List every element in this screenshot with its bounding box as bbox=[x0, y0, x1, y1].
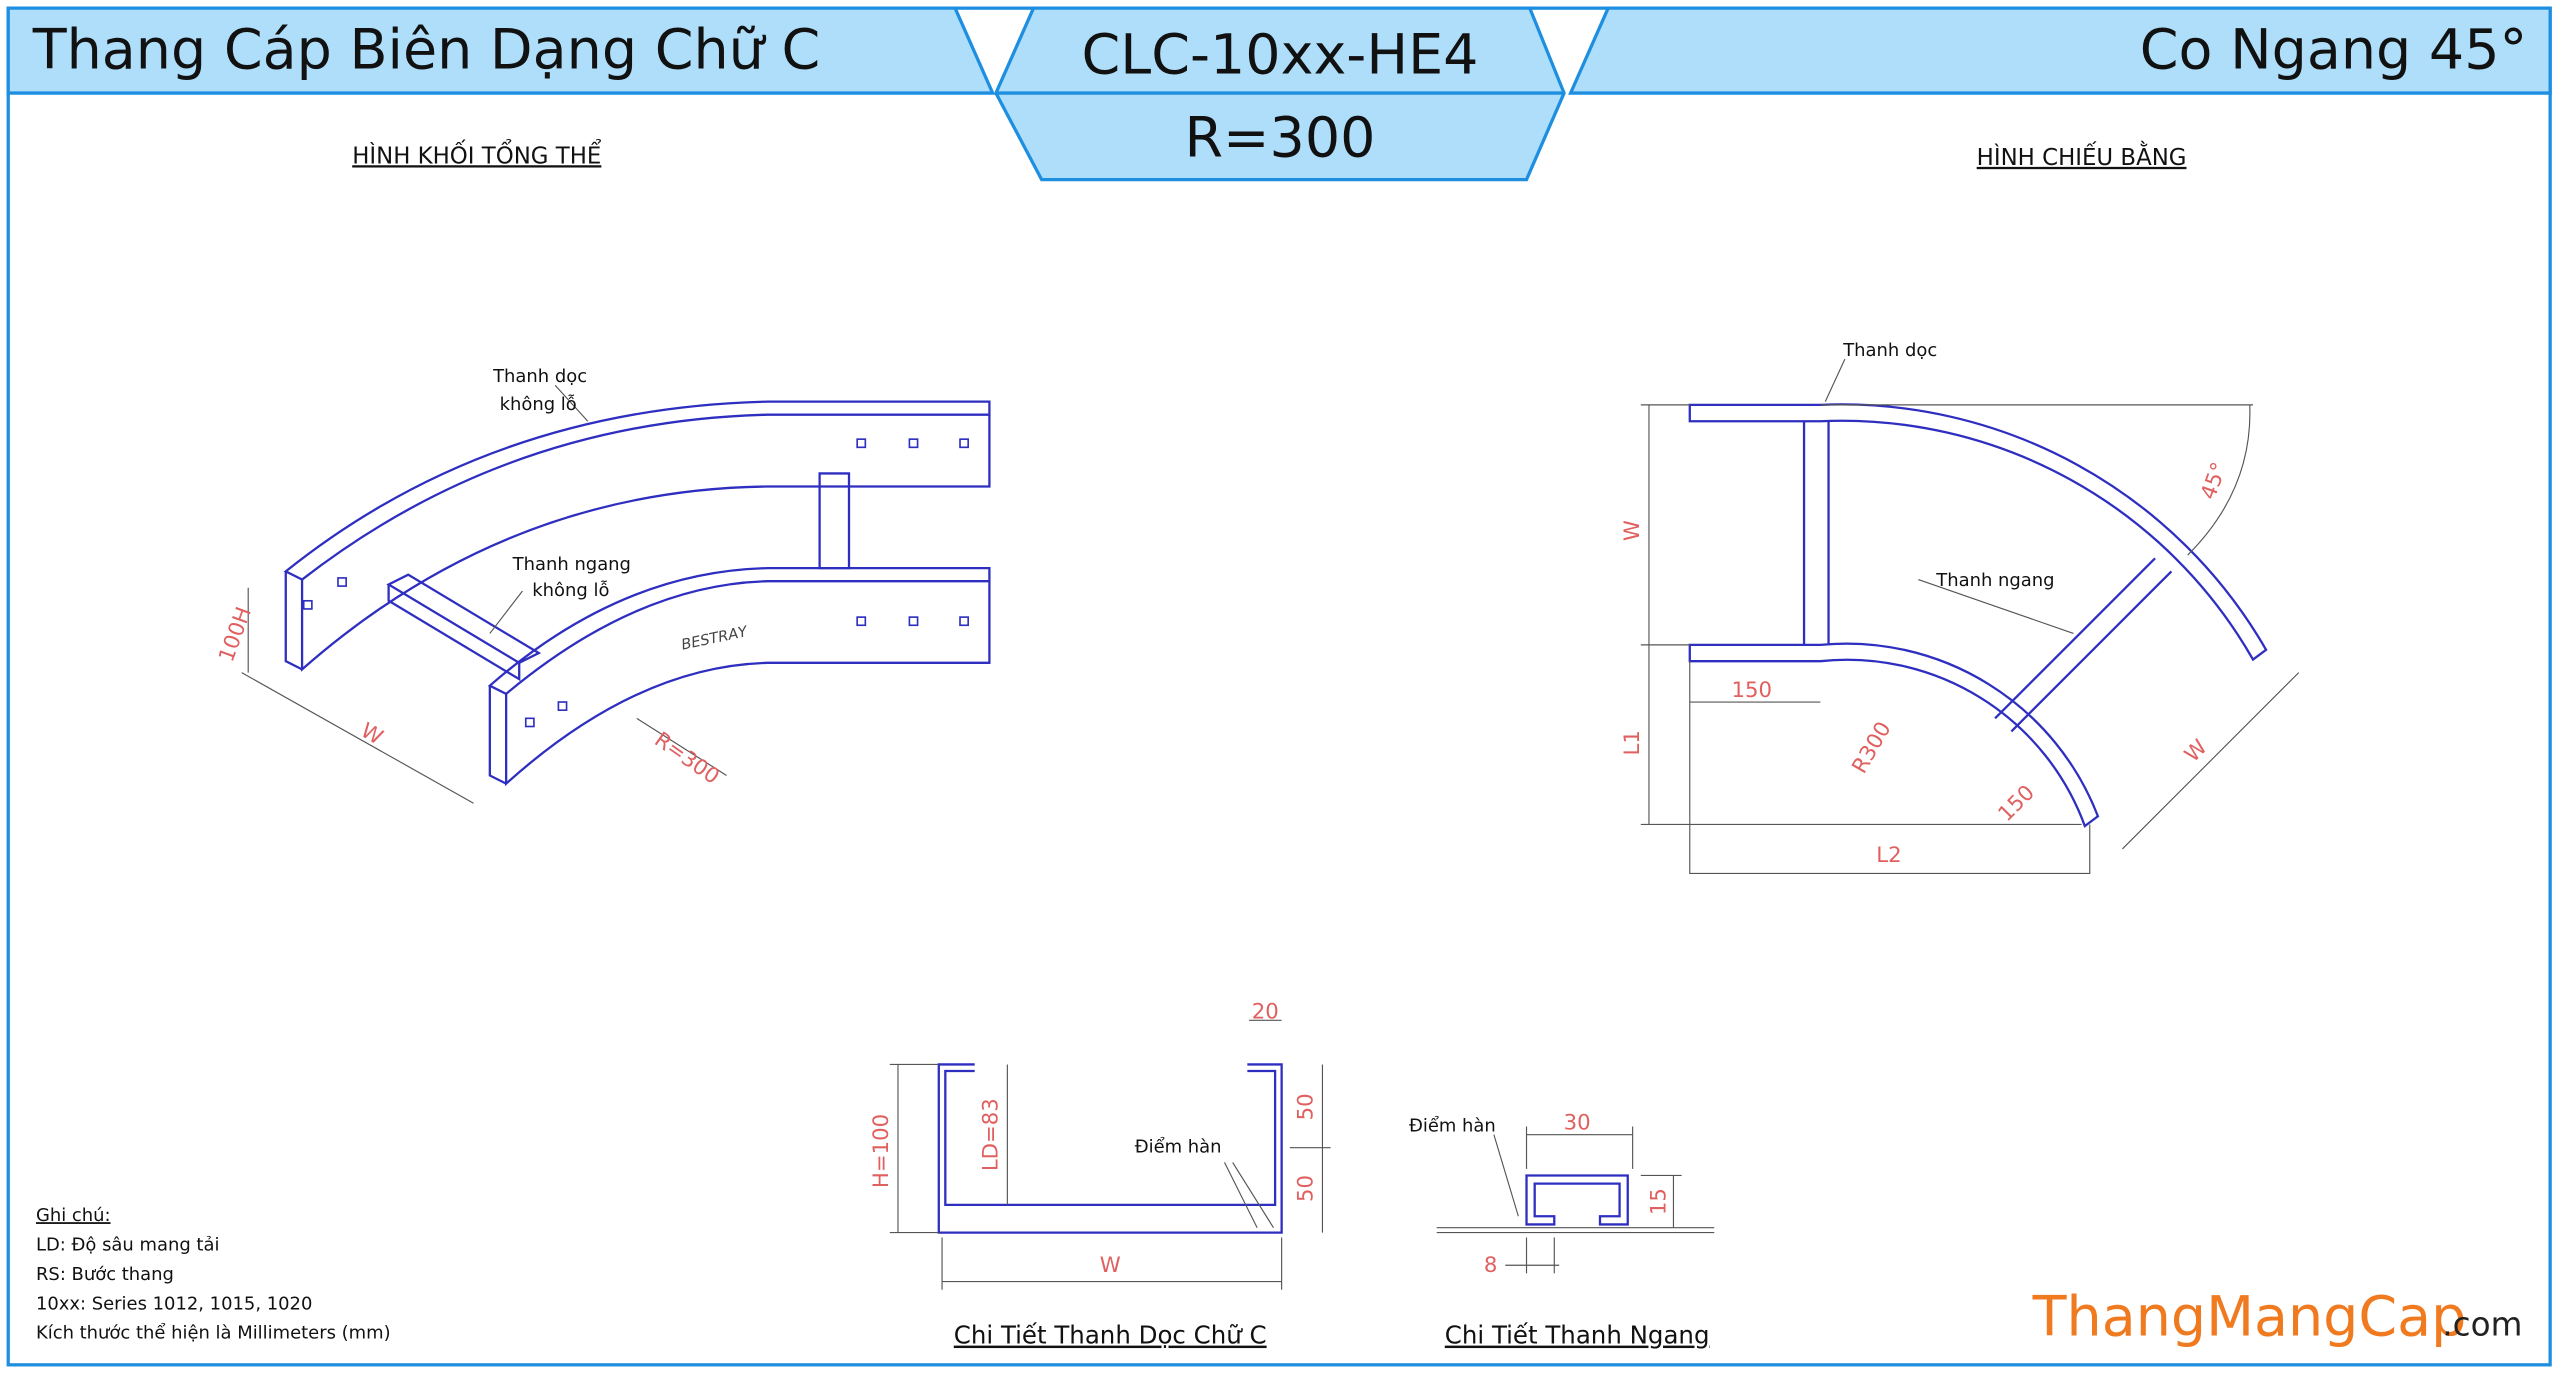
dim-label: L1 bbox=[1620, 730, 1645, 755]
dim-label: 20 bbox=[1252, 1000, 1279, 1025]
detail-title: Chi Tiết Thanh Dọc Chữ C bbox=[954, 1321, 1267, 1350]
brand-name: ThangMangCap bbox=[2032, 1284, 2467, 1349]
dim-label: 30 bbox=[1564, 1111, 1591, 1136]
header-radius: R=300 bbox=[1185, 106, 1376, 171]
header-type: Co Ngang 45° bbox=[2140, 18, 2528, 83]
dim-label: 50 bbox=[1294, 1175, 1319, 1202]
dim-label: 8 bbox=[1484, 1253, 1498, 1278]
callout: Thanh ngang bbox=[1935, 570, 2054, 591]
dim-label: 150 bbox=[1732, 678, 1773, 703]
callout: không lỗ bbox=[532, 580, 609, 601]
note: 10xx: Series 1012, 1015, 1020 bbox=[36, 1293, 312, 1314]
callout: Thanh dọc bbox=[492, 366, 587, 387]
note: Kích thước thể hiện là Millimeters (mm) bbox=[36, 1323, 391, 1344]
dim-label: H=100 bbox=[869, 1114, 894, 1188]
callout: Thanh ngang bbox=[512, 554, 631, 575]
brand-domain: .com bbox=[2442, 1305, 2522, 1343]
detail-title: Chi Tiết Thanh Ngang bbox=[1445, 1321, 1710, 1350]
note: LD: Độ sâu mang tải bbox=[36, 1235, 219, 1256]
iso-drawing bbox=[241, 384, 991, 804]
header-code: CLC-10xx-HE4 bbox=[1082, 22, 1479, 87]
rung-detail bbox=[1436, 1126, 1715, 1274]
sheet-border bbox=[6, 6, 2552, 1367]
dim-label: LD=83 bbox=[979, 1098, 1004, 1171]
header-right bbox=[1568, 6, 2552, 95]
callout: Thanh dọc bbox=[1842, 340, 1937, 361]
dim-label: 50 bbox=[1294, 1093, 1319, 1120]
notes-title: Ghi chú: bbox=[36, 1205, 111, 1226]
callout: Điểm hàn bbox=[1409, 1115, 1496, 1136]
view-title: HÌNH CHIẾU BẰNG bbox=[1977, 141, 2187, 171]
callout: Điểm hàn bbox=[1135, 1137, 1222, 1158]
side-rail-detail bbox=[889, 1019, 1331, 1290]
dim-label: W bbox=[1100, 1253, 1121, 1278]
header-title: Thang Cáp Biên Dạng Chữ C bbox=[32, 18, 821, 83]
plan-drawing bbox=[1640, 358, 2300, 875]
note: RS: Bước thang bbox=[36, 1264, 174, 1285]
dim-label: L2 bbox=[1876, 843, 1901, 868]
header-left bbox=[6, 6, 996, 95]
dim-label: 15 bbox=[1646, 1188, 1671, 1215]
callout: không lỗ bbox=[500, 394, 577, 415]
view-title: HÌNH KHỐI TỔNG THỂ bbox=[352, 138, 602, 169]
dim-label: W bbox=[1620, 520, 1645, 541]
